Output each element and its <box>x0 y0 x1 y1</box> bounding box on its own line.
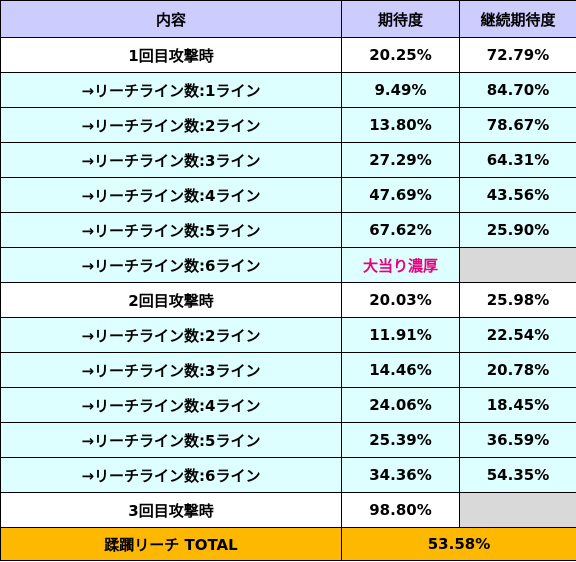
table-row: →リーチライン数:6ライン 34.36% 54.35% <box>0 457 576 493</box>
table-row: →リーチライン数:3ライン 27.29% 64.31% <box>0 142 576 178</box>
row-continuation: 20.78% <box>459 352 576 388</box>
row-label: →リーチライン数:4ライン <box>0 387 342 423</box>
table-row: →リーチライン数:5ライン 25.39% 36.59% <box>0 422 576 458</box>
row-expectation: 47.69% <box>341 177 460 213</box>
row-label: →リーチライン数:3ライン <box>0 352 342 388</box>
row-expectation: 67.62% <box>341 212 460 248</box>
table-row: →リーチライン数:3ライン 14.46% 20.78% <box>0 352 576 388</box>
row-expectation: 20.03% <box>341 282 460 318</box>
total-row: 蹂躙リーチ TOTAL 53.58% <box>0 527 576 561</box>
header-content: 内容 <box>0 0 342 38</box>
row-expectation: 34.36% <box>341 457 460 493</box>
total-label: 蹂躙リーチ TOTAL <box>0 527 342 561</box>
row-continuation: 25.90% <box>459 212 576 248</box>
row-continuation: 54.35% <box>459 457 576 493</box>
row-continuation: 84.70% <box>459 72 576 108</box>
header-expectation: 期待度 <box>341 0 460 38</box>
table-row: 2回目攻撃時 20.03% 25.98% <box>0 282 576 318</box>
table-row: →リーチライン数:6ライン 大当り濃厚 <box>0 247 576 283</box>
table-row: →リーチライン数:4ライン 47.69% 43.56% <box>0 177 576 213</box>
row-label: 2回目攻撃時 <box>0 282 342 318</box>
row-expectation: 27.29% <box>341 142 460 178</box>
table-row: →リーチライン数:5ライン 67.62% 25.90% <box>0 212 576 248</box>
row-label: →リーチライン数:3ライン <box>0 142 342 178</box>
row-label: 3回目攻撃時 <box>0 492 342 528</box>
row-label: 1回目攻撃時 <box>0 37 342 73</box>
row-label: →リーチライン数:4ライン <box>0 177 342 213</box>
row-expectation: 11.91% <box>341 317 460 353</box>
row-continuation: 72.79% <box>459 37 576 73</box>
header-row: 内容 期待度 継続期待度 <box>0 0 576 38</box>
row-expectation-jackpot: 大当り濃厚 <box>341 247 460 283</box>
row-expectation: 24.06% <box>341 387 460 423</box>
row-label: →リーチライン数:6ライン <box>0 457 342 493</box>
table-row: →リーチライン数:4ライン 24.06% 18.45% <box>0 387 576 423</box>
row-continuation: 64.31% <box>459 142 576 178</box>
table-row: →リーチライン数:1ライン 9.49% 84.70% <box>0 72 576 108</box>
table-row: →リーチライン数:2ライン 11.91% 22.54% <box>0 317 576 353</box>
row-continuation: 36.59% <box>459 422 576 458</box>
header-continuation: 継続期待度 <box>459 0 576 38</box>
row-label: →リーチライン数:5ライン <box>0 422 342 458</box>
row-continuation: 78.67% <box>459 107 576 143</box>
row-expectation: 9.49% <box>341 72 460 108</box>
row-expectation: 20.25% <box>341 37 460 73</box>
row-label: →リーチライン数:5ライン <box>0 212 342 248</box>
table-row: 3回目攻撃時 98.80% <box>0 492 576 528</box>
row-label: →リーチライン数:2ライン <box>0 317 342 353</box>
row-continuation: 22.54% <box>459 317 576 353</box>
row-continuation-empty <box>459 247 576 283</box>
row-label: →リーチライン数:1ライン <box>0 72 342 108</box>
table-row: →リーチライン数:2ライン 13.80% 78.67% <box>0 107 576 143</box>
row-continuation-empty <box>459 492 576 528</box>
row-label: →リーチライン数:6ライン <box>0 247 342 283</box>
row-continuation: 18.45% <box>459 387 576 423</box>
row-expectation: 13.80% <box>341 107 460 143</box>
row-label: →リーチライン数:2ライン <box>0 107 342 143</box>
row-expectation: 25.39% <box>341 422 460 458</box>
row-expectation: 98.80% <box>341 492 460 528</box>
row-continuation: 43.56% <box>459 177 576 213</box>
total-value: 53.58% <box>341 527 576 561</box>
row-continuation: 25.98% <box>459 282 576 318</box>
table-row: 1回目攻撃時 20.25% 72.79% <box>0 37 576 73</box>
row-expectation: 14.46% <box>341 352 460 388</box>
